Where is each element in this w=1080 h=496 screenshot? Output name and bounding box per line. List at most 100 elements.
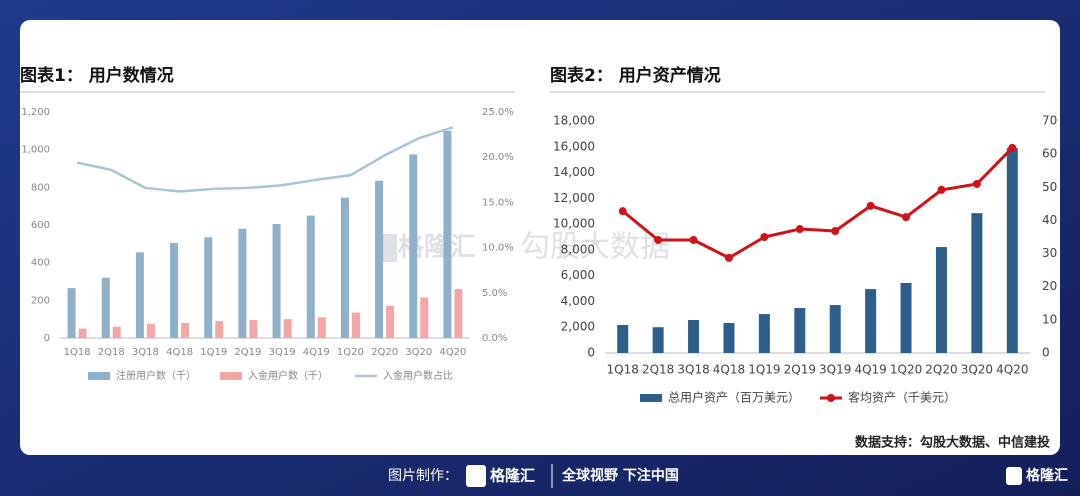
x-tick-label: 3Q20 [961,363,993,377]
x-tick-label: 2Q18 [98,347,125,358]
x-tick-label: 2Q20 [371,347,398,358]
watermark: 勾股大数据 [520,230,670,265]
chart-title: 图表2： 用户资产情况 [550,65,721,86]
x-tick-label: 2Q18 [642,363,674,377]
footer-brand: 格隆汇 [490,467,535,485]
chart-title: 图表1： 用户数情况 [20,65,174,86]
bar [215,321,224,338]
bar [283,319,292,338]
x-tick-label: 4Q18 [166,347,193,358]
legend-label: 入金用户数（千） [248,369,328,382]
bar [900,283,912,353]
y2-tick-label: 30 [1042,246,1057,260]
y2-tick-label: 15.0% [482,197,514,208]
legend-label: 注册用户数（千） [116,369,196,382]
y-tick-label: 1,000 [21,145,50,156]
corner-logo [1006,467,1022,485]
bar [971,213,983,353]
bar [935,247,947,353]
y-tick-label: 400 [31,258,50,269]
x-tick-label: 3Q19 [819,363,851,377]
bar [758,314,770,353]
bar [249,320,258,338]
legend-swatch [827,394,835,402]
x-tick-label: 1Q19 [748,363,780,377]
y2-tick-label: 25.0% [482,107,514,118]
x-tick-label: 1Q18 [607,363,639,377]
source-note: 数据支持：勾股大数据、中信建投 [855,435,1050,451]
y2-tick-label: 20.0% [482,152,514,163]
footer-logo [466,465,486,487]
bar [317,317,326,338]
bar [181,322,190,338]
y-tick-label: 6,000 [561,268,595,282]
bar [204,237,213,338]
legend-label: 入金用户数占比 [383,369,453,382]
x-tick-label: 4Q19 [854,363,886,377]
line [76,126,454,193]
y2-tick-label: 70 [1042,114,1057,128]
bar [78,328,87,338]
bar [794,308,806,353]
bar [1006,148,1018,353]
legend-swatch [640,394,662,402]
bar [723,322,735,353]
bar [386,305,395,338]
x-tick-label: 2Q20 [925,363,957,377]
footer-label: 图片制作： [388,468,458,484]
x-tick-label: 1Q20 [337,347,364,358]
y-tick-label: 800 [31,182,50,193]
bar [340,197,349,338]
legend-label: 总用户资产（百万美元） [668,390,800,405]
bar [238,228,247,338]
y-tick-label: 14,000 [553,165,595,179]
x-tick-label: 4Q18 [713,363,745,377]
y-tick-label: 16,000 [553,139,595,153]
bar [170,242,179,338]
y2-tick-label: 0.0% [482,333,507,344]
line-marker [866,201,875,210]
bar [454,289,463,338]
x-tick-label: 4Q19 [303,347,330,358]
line-marker [972,179,981,188]
y2-tick-label: 0 [1042,346,1050,360]
legend-label: 客均资产（千美元） [848,390,956,405]
bar [443,130,452,338]
y-tick-label: 0 [44,333,50,344]
y-tick-label: 200 [31,295,50,306]
bar [688,320,700,353]
bar [101,277,110,338]
x-tick-label: 3Q19 [269,347,296,358]
line-marker [795,225,804,234]
x-tick-label: 2Q19 [784,363,816,377]
line-marker [831,227,840,236]
y-tick-label: 8,000 [561,242,595,256]
x-tick-label: 4Q20 [439,347,466,358]
bar [652,327,664,353]
y-tick-label: 10,000 [553,217,595,231]
line-marker [654,235,663,244]
line [621,146,1014,260]
watermark-logo [383,234,397,262]
y-tick-label: 2,000 [561,320,595,334]
bar [617,325,629,353]
y-tick-label: 12,000 [553,191,595,205]
line-marker [689,235,698,244]
line-marker [760,233,769,241]
x-tick-label: 1Q18 [64,347,91,358]
legend-swatch [88,372,110,380]
bar [829,305,841,353]
x-tick-label: 3Q18 [677,363,709,377]
y2-tick-label: 5.0% [482,288,507,299]
y-tick-label: 1,200 [21,107,50,118]
bar [409,154,418,338]
bar [306,215,315,338]
bar [135,252,144,338]
x-tick-label: 2Q19 [234,347,261,358]
y2-tick-label: 40 [1042,213,1057,227]
bar [865,289,877,353]
x-tick-label: 3Q20 [405,347,432,358]
x-tick-label: 3Q18 [132,347,159,358]
bar [112,326,121,338]
